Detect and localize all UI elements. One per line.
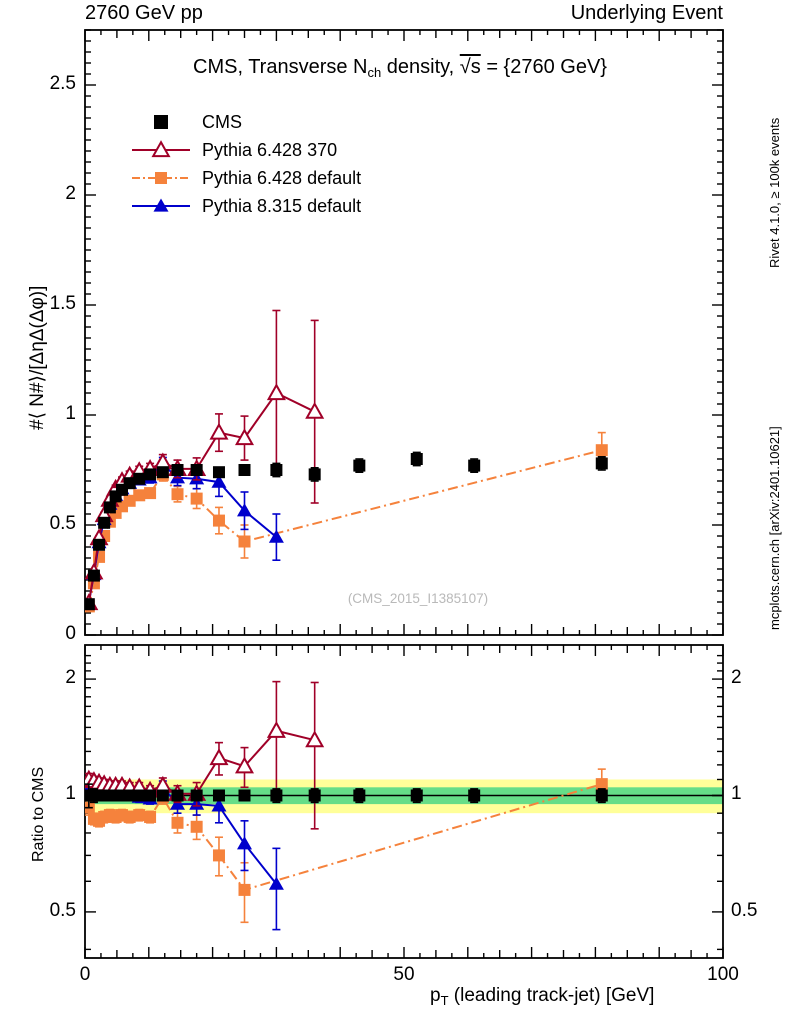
- legend-item-py6_def[interactable]: Pythia 6.428 default: [130, 164, 361, 192]
- legend-marker-py6_370: [132, 140, 190, 158]
- plot-title: CMS, Transverse Nch density, √s = {2760 …: [140, 56, 660, 80]
- y-tick-label-ratio: 1: [731, 783, 742, 805]
- legend: CMS Pythia 6.428 370 Pythia 6.428 default P…: [130, 108, 361, 220]
- x-tick-label: 0: [79, 964, 91, 985]
- x-axis-label-p: p: [430, 985, 441, 1006]
- legend-marker-py8_def: [132, 198, 190, 212]
- series-py6_370-ratio: [85, 680, 325, 830]
- legend-label: Pythia 8.315 default: [202, 195, 362, 216]
- y-tick-label-main: 1: [65, 403, 76, 424]
- y-tick-label-main: 2: [65, 183, 76, 204]
- y-tick-label-main: 1.5: [49, 293, 76, 314]
- y-tick-label-ratio: 2: [65, 667, 76, 689]
- y-tick-label-main: 0: [65, 623, 76, 644]
- legend-item-cms[interactable]: CMS: [130, 108, 361, 136]
- legend-marker-cms: [154, 115, 168, 129]
- header-right-label: Underlying Event: [570, 2, 723, 24]
- legend-label: CMS: [202, 111, 242, 132]
- y-tick-label-ratio: 2: [731, 667, 742, 689]
- y-tick-label-ratio: 0.5: [49, 899, 76, 921]
- watermark-text: (CMS_2015_I1385107): [348, 591, 488, 606]
- series-py8_def-main: [85, 456, 284, 609]
- legend-item-py6_370[interactable]: Pythia 6.428 370: [130, 136, 361, 164]
- plot-title-a: CMS, Transverse N: [193, 56, 368, 78]
- y-axis-label-ratio: Ratio to CMS: [30, 766, 47, 862]
- legend-item-py8_def[interactable]: Pythia 8.315 default: [130, 192, 361, 220]
- x-axis-label-sub: T: [440, 993, 449, 1008]
- x-axis-label-rest: (leading track-jet) [GeV]: [448, 985, 655, 1006]
- legend-label: Pythia 6.428 370: [202, 139, 338, 160]
- y-tick-label-ratio: 1: [65, 783, 76, 805]
- y-tick-label-ratio: 0.5: [731, 899, 758, 921]
- legend-label: Pythia 6.428 default: [202, 167, 362, 188]
- y-tick-label-main: 0.5: [49, 513, 76, 534]
- series-py6_370-main: [85, 309, 325, 611]
- x-tick-label: 50: [393, 964, 415, 985]
- plot-title-c: = {2760 GeV}: [480, 56, 607, 78]
- header-left-label: 2760 GeV pp: [85, 2, 203, 24]
- side-label-rivet: Rivet 4.1.0, ≥ 100k events: [767, 117, 782, 268]
- series-cms-ratio: [85, 783, 608, 809]
- x-axis-label: pT (leading track-jet) [GeV]: [430, 985, 654, 1008]
- plot-title-sub: ch: [367, 65, 382, 80]
- y-tick-label-main: 2.5: [49, 73, 76, 94]
- plot-title-sqrt: √s: [459, 56, 481, 78]
- legend-marker-py6_def: [132, 172, 190, 184]
- x-tick-label: 100: [707, 964, 739, 985]
- plot-title-b: density,: [381, 56, 460, 78]
- side-label-mcplots: mcplots.cern.ch [arXiv:2401.10621]: [767, 426, 782, 630]
- series-cms-main: [85, 451, 608, 611]
